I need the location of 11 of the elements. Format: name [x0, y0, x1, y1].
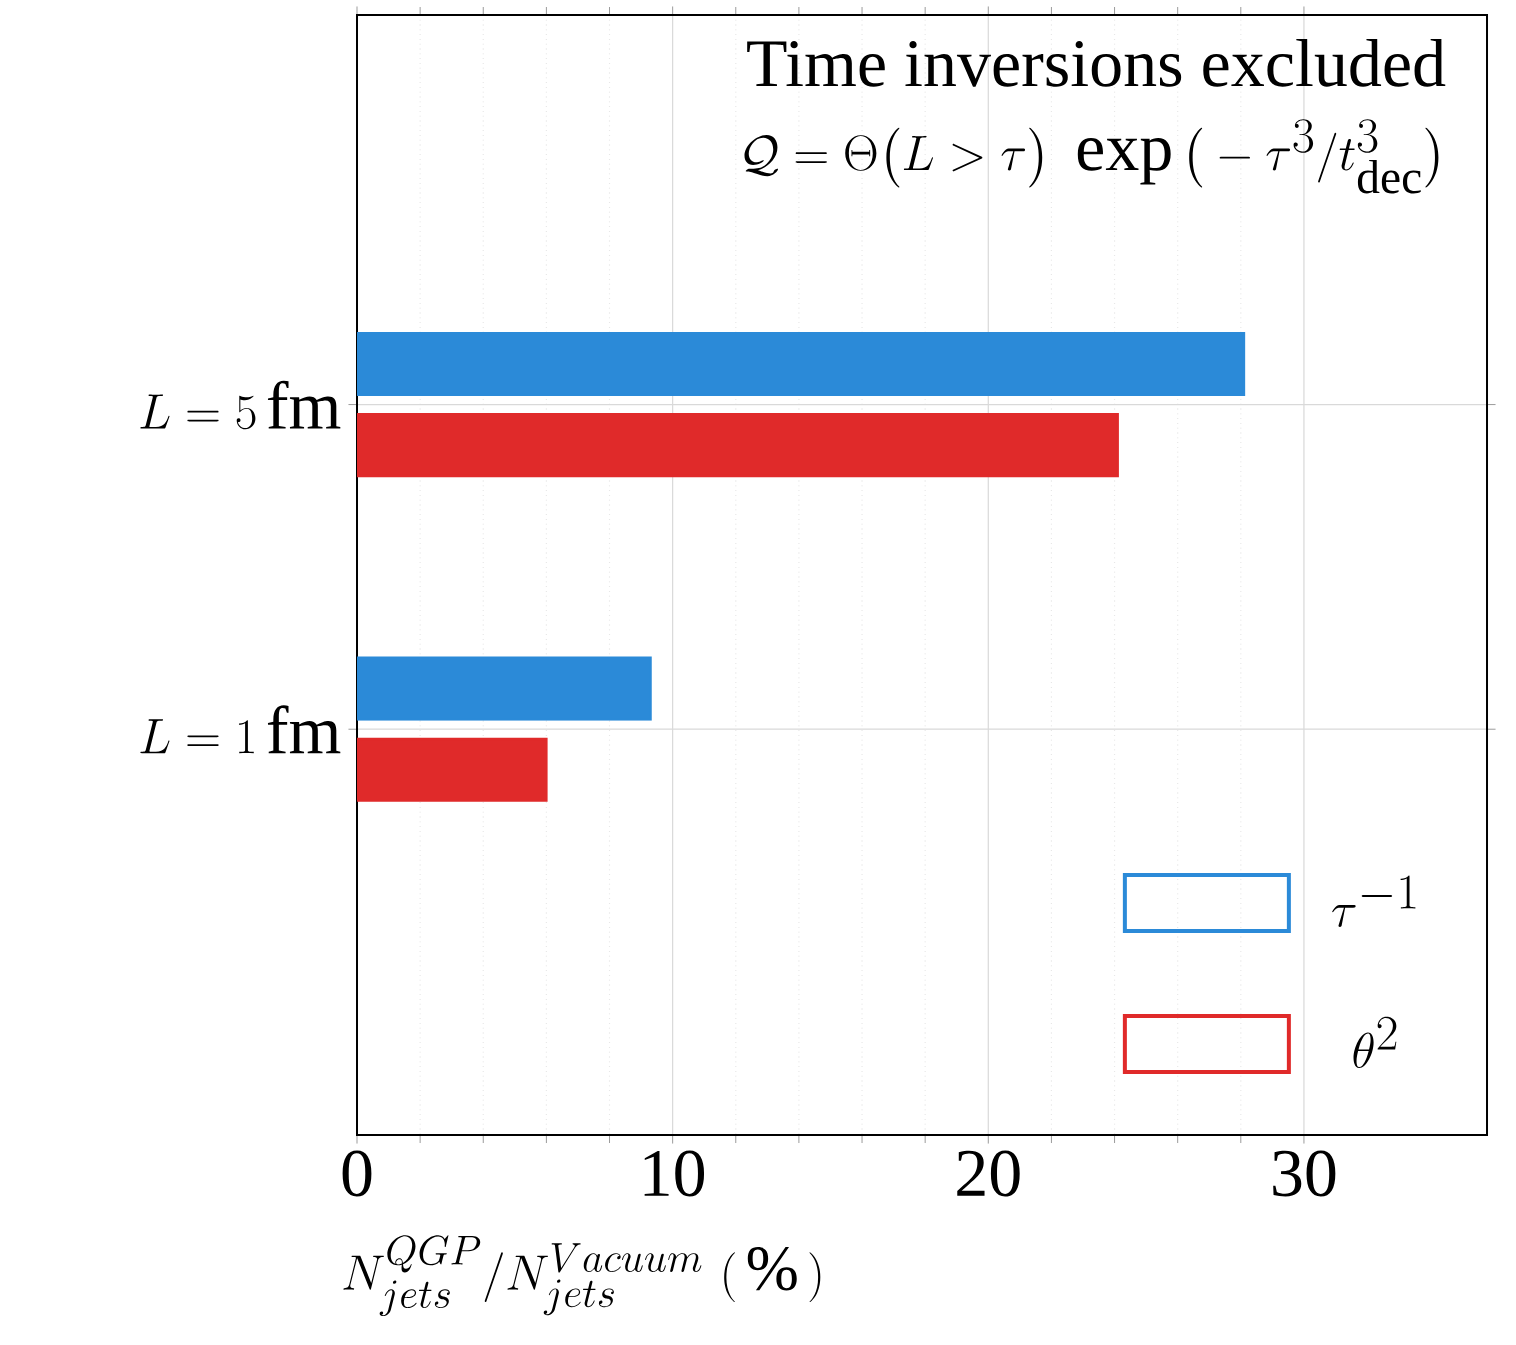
text: $\mathcal{Q} = \Theta\big(L > \tau\big)\ \exp\big(-\tau^{3}/t^{3}_{\mathrm{dec}}\big)$	[744, 119, 1439, 194]
x-axis-title: $N^{QGP}_{jets}/N^{Vacuum}_{jets}\ (\,\%\,)$	[343, 1235, 821, 1317]
chart-title: Time inversions excluded	[747, 38, 1446, 87]
y-tick-label: $L = 1\,\mathrm{fm}$	[140, 705, 341, 754]
text: $\tau^{-1}$	[1332, 875, 1416, 928]
x-tick-label: 30	[1273, 1150, 1336, 1197]
x-tick-label: 0	[342, 1150, 372, 1197]
x-tick-label: 10	[644, 1150, 705, 1197]
text: $\theta^{2}$	[1353, 1016, 1397, 1069]
y-tick-label: $L = 5\,\mathrm{fm}$	[140, 380, 341, 430]
x-tick-label: 20	[957, 1150, 1020, 1197]
